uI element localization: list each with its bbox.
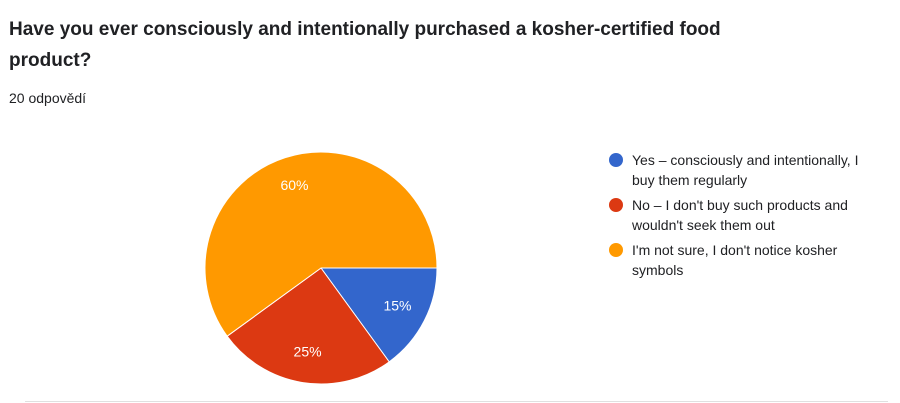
slice-label: 15% <box>383 298 411 314</box>
legend-item: No – I don't buy such products and would… <box>608 195 880 235</box>
legend-swatch <box>609 243 623 257</box>
legend: Yes – consciously and intentionally, I b… <box>608 150 880 285</box>
slice-label: 25% <box>294 343 322 359</box>
pie-chart: 15% 25% 60% <box>204 151 438 385</box>
legend-swatch <box>609 198 623 212</box>
legend-label: Yes – consciously and intentionally, I b… <box>632 152 859 188</box>
legend-label: I'm not sure, I don't notice kosher symb… <box>632 242 838 278</box>
pie-slice <box>320 267 438 363</box>
pie-slice <box>226 267 390 385</box>
legend-item: Yes – consciously and intentionally, I b… <box>608 150 880 190</box>
divider <box>25 401 888 402</box>
response-count: 20 odpovědí <box>9 90 87 106</box>
pie-slice <box>204 151 438 337</box>
legend-swatch <box>609 153 623 167</box>
legend-item: I'm not sure, I don't notice kosher symb… <box>608 240 880 280</box>
chart-title: Have you ever consciously and intentiona… <box>9 19 721 71</box>
legend-label: No – I don't buy such products and would… <box>632 197 848 233</box>
slice-label: 60% <box>280 177 308 193</box>
